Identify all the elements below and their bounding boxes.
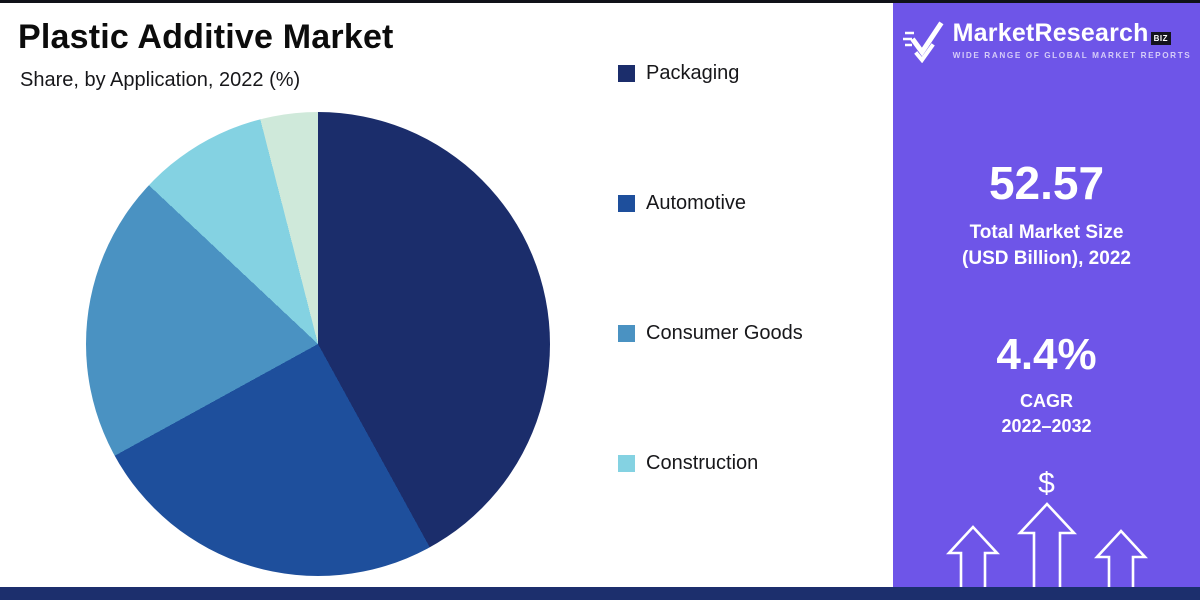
legend-label-consumer-goods: Consumer Goods <box>646 321 803 344</box>
legend-swatch-consumer-goods <box>618 324 635 342</box>
sidebar-panel: MarketResearch BIZ WIDE RANGE OF GLOBAL … <box>893 3 1200 587</box>
stat-label-cagr-line2: 2022–2032 <box>1001 416 1092 437</box>
brand-logo: MarketResearch BIZ WIDE RANGE OF GLOBAL … <box>893 19 1200 68</box>
legend-swatch-automotive <box>618 194 635 212</box>
legend-item-automotive: Automotive <box>618 189 803 217</box>
legend-label-packaging: Packaging <box>646 61 740 84</box>
legend: Packaging Automotive Consumer Goods Cons… <box>618 59 803 477</box>
stat-label-cagr-line1: CAGR <box>1020 391 1073 412</box>
brand-name: MarketResearch <box>952 19 1149 47</box>
stat-value-market-size: 52.57 <box>988 157 1105 209</box>
page-title: Plastic Additive Market <box>18 18 394 56</box>
stat-label-market-size: Total Market Size (USD Billion), 2022 <box>893 220 1200 271</box>
brand-tagline: WIDE RANGE OF GLOBAL MARKET REPORTS <box>952 51 1192 60</box>
pie-chart <box>86 112 550 576</box>
growth-graphic: $ <box>927 469 1167 587</box>
legend-label-construction: Construction <box>646 451 759 474</box>
top-border-line <box>0 0 1200 3</box>
page-subtitle: Share, by Application, 2022 (%) <box>20 69 301 91</box>
legend-item-packaging: Packaging <box>618 59 803 87</box>
legend-swatch-construction <box>618 454 635 472</box>
legend-label-automotive: Automotive <box>646 191 747 214</box>
stat-label-cagr: CAGR 2022–2032 <box>893 389 1200 439</box>
stat-label-market-size-line2: (USD Billion), 2022 <box>962 247 1131 269</box>
three-up-arrows-icon <box>945 502 1148 587</box>
brand-line: MarketResearch BIZ <box>953 19 1192 48</box>
dollar-icon: $ <box>1038 467 1055 500</box>
legend-swatch-packaging <box>618 64 635 82</box>
stat-label-market-size-line1: Total Market Size <box>969 222 1124 243</box>
stats-block: 52.57 Total Market Size (USD Billion), 2… <box>893 160 1200 440</box>
legend-item-construction: Construction <box>618 449 803 477</box>
legend-item-consumer-goods: Consumer Goods <box>618 319 803 347</box>
chart-area: Plastic Additive Market Share, by Applic… <box>0 3 893 587</box>
logo-text-block: MarketResearch BIZ WIDE RANGE OF GLOBAL … <box>953 19 1192 60</box>
brand-suffix-badge: BIZ <box>1150 32 1172 45</box>
double-check-logo-icon <box>902 19 944 68</box>
stat-value-cagr: 4.4% <box>996 330 1097 380</box>
bottom-bar <box>0 587 1200 600</box>
